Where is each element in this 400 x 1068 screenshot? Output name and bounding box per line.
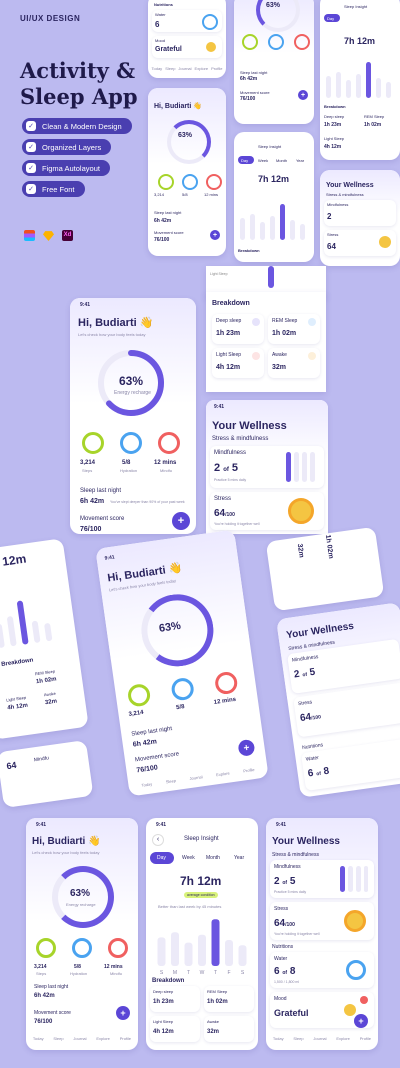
day-label: S	[160, 970, 164, 976]
phone-home-top: 63% Sleep last night 6h 42m Movement sco…	[234, 0, 314, 124]
sketch-icon	[43, 231, 54, 241]
phone-wellness-large: 9:41 Your Wellness Stress & mindfulness …	[206, 400, 328, 534]
phone-wellness-small: Your Wellness Stress & mindfulness Mindf…	[320, 170, 400, 266]
nav-today[interactable]: Today	[32, 1036, 44, 1041]
check-icon: ✓	[26, 142, 36, 152]
phone-sleep-small: Sleep Insight Day Week Month Year 7h 12m…	[234, 132, 314, 262]
phone-breakdown-tilted: 32m 1h 02m	[265, 526, 385, 612]
nav-sleep[interactable]: Sleep	[53, 1036, 64, 1041]
bottom-nav[interactable]: Today Sleep Journal Explore Profile	[28, 1036, 136, 1041]
page-title: Activity & Sleep App	[20, 58, 138, 109]
greeting: Hi, Budiarti 👋	[78, 317, 154, 329]
back-button[interactable]: ‹	[152, 834, 164, 846]
feature-badge: ✓ Clean & Modern Design	[22, 118, 132, 134]
brand-label: UI/UX DESIGN	[20, 14, 81, 23]
check-icon: ✓	[26, 184, 36, 194]
phone-home-bottom: 9:41 Hi, Budiarti 👋 Let's check how your…	[26, 818, 138, 1050]
sleep-bar	[157, 937, 166, 966]
feature-badge: ✓ Figma Autolayout	[22, 160, 110, 176]
day-label: S	[241, 970, 245, 976]
nav-journal[interactable]: Journal	[73, 1036, 87, 1041]
day-label: W	[200, 970, 205, 976]
phone-wellness-tilted: Your Wellness Stress & mindfulness Mindf…	[276, 602, 400, 798]
breakdown-panel: Breakdown Deep sleep 1h 23m REM Sleep 1h 0…	[206, 292, 326, 392]
sleep-bar	[171, 932, 179, 966]
day-label: M	[173, 970, 177, 976]
sleep-bar	[184, 942, 193, 966]
feature-badge: ✓ Organized Layers	[22, 139, 112, 155]
phone-wellness-bottom: 9:41 Your Wellness Stress & mindfulness …	[266, 818, 378, 1050]
phone-sleep-tilted: 7h 12m Breakdown REM Sleep 1h 02m Light …	[0, 538, 89, 740]
figma-icon	[24, 230, 35, 241]
phone-stress-tilted: 64 Mindfu	[0, 740, 94, 808]
phone-home-small: Hi, Budiarti 👋 63% 3,214 5/8 12 mins Sle…	[148, 88, 226, 256]
sleep-bar	[238, 945, 247, 966]
add-button[interactable]: +	[172, 512, 190, 530]
sleep-bar	[198, 934, 206, 966]
day-label: F	[227, 970, 230, 976]
phone-sleep-bottom: 9:41 ‹ Sleep Insight Day Week Month Year…	[146, 818, 258, 1050]
nav-explore[interactable]: Explore	[96, 1036, 110, 1041]
nav-profile[interactable]: Profile	[119, 1036, 132, 1041]
day-label: T	[187, 970, 190, 976]
energy-ring	[98, 350, 164, 416]
phone-home-tilted: 9:41 Hi, Budiarti 👋 Let's check how your…	[95, 529, 269, 797]
phone-home-large: 9:41 Hi, Budiarti 👋 Let's check how your…	[70, 298, 196, 534]
tab-day[interactable]	[150, 852, 174, 864]
check-icon: ✓	[26, 121, 36, 131]
phone-wellness-top: Nutritions Water 6 Mood Grateful Today Slee…	[148, 0, 226, 78]
sleep-bar	[225, 940, 233, 966]
feature-badge: ✓ Free Font	[22, 181, 85, 197]
day-label: T	[214, 970, 217, 976]
sleep-bar	[211, 919, 220, 966]
phone-sleep-top: Sleep Insight Day 7h 12m Breakdown Deep …	[320, 0, 400, 160]
check-icon: ✓	[26, 163, 36, 173]
xd-icon: Xd	[62, 230, 73, 241]
